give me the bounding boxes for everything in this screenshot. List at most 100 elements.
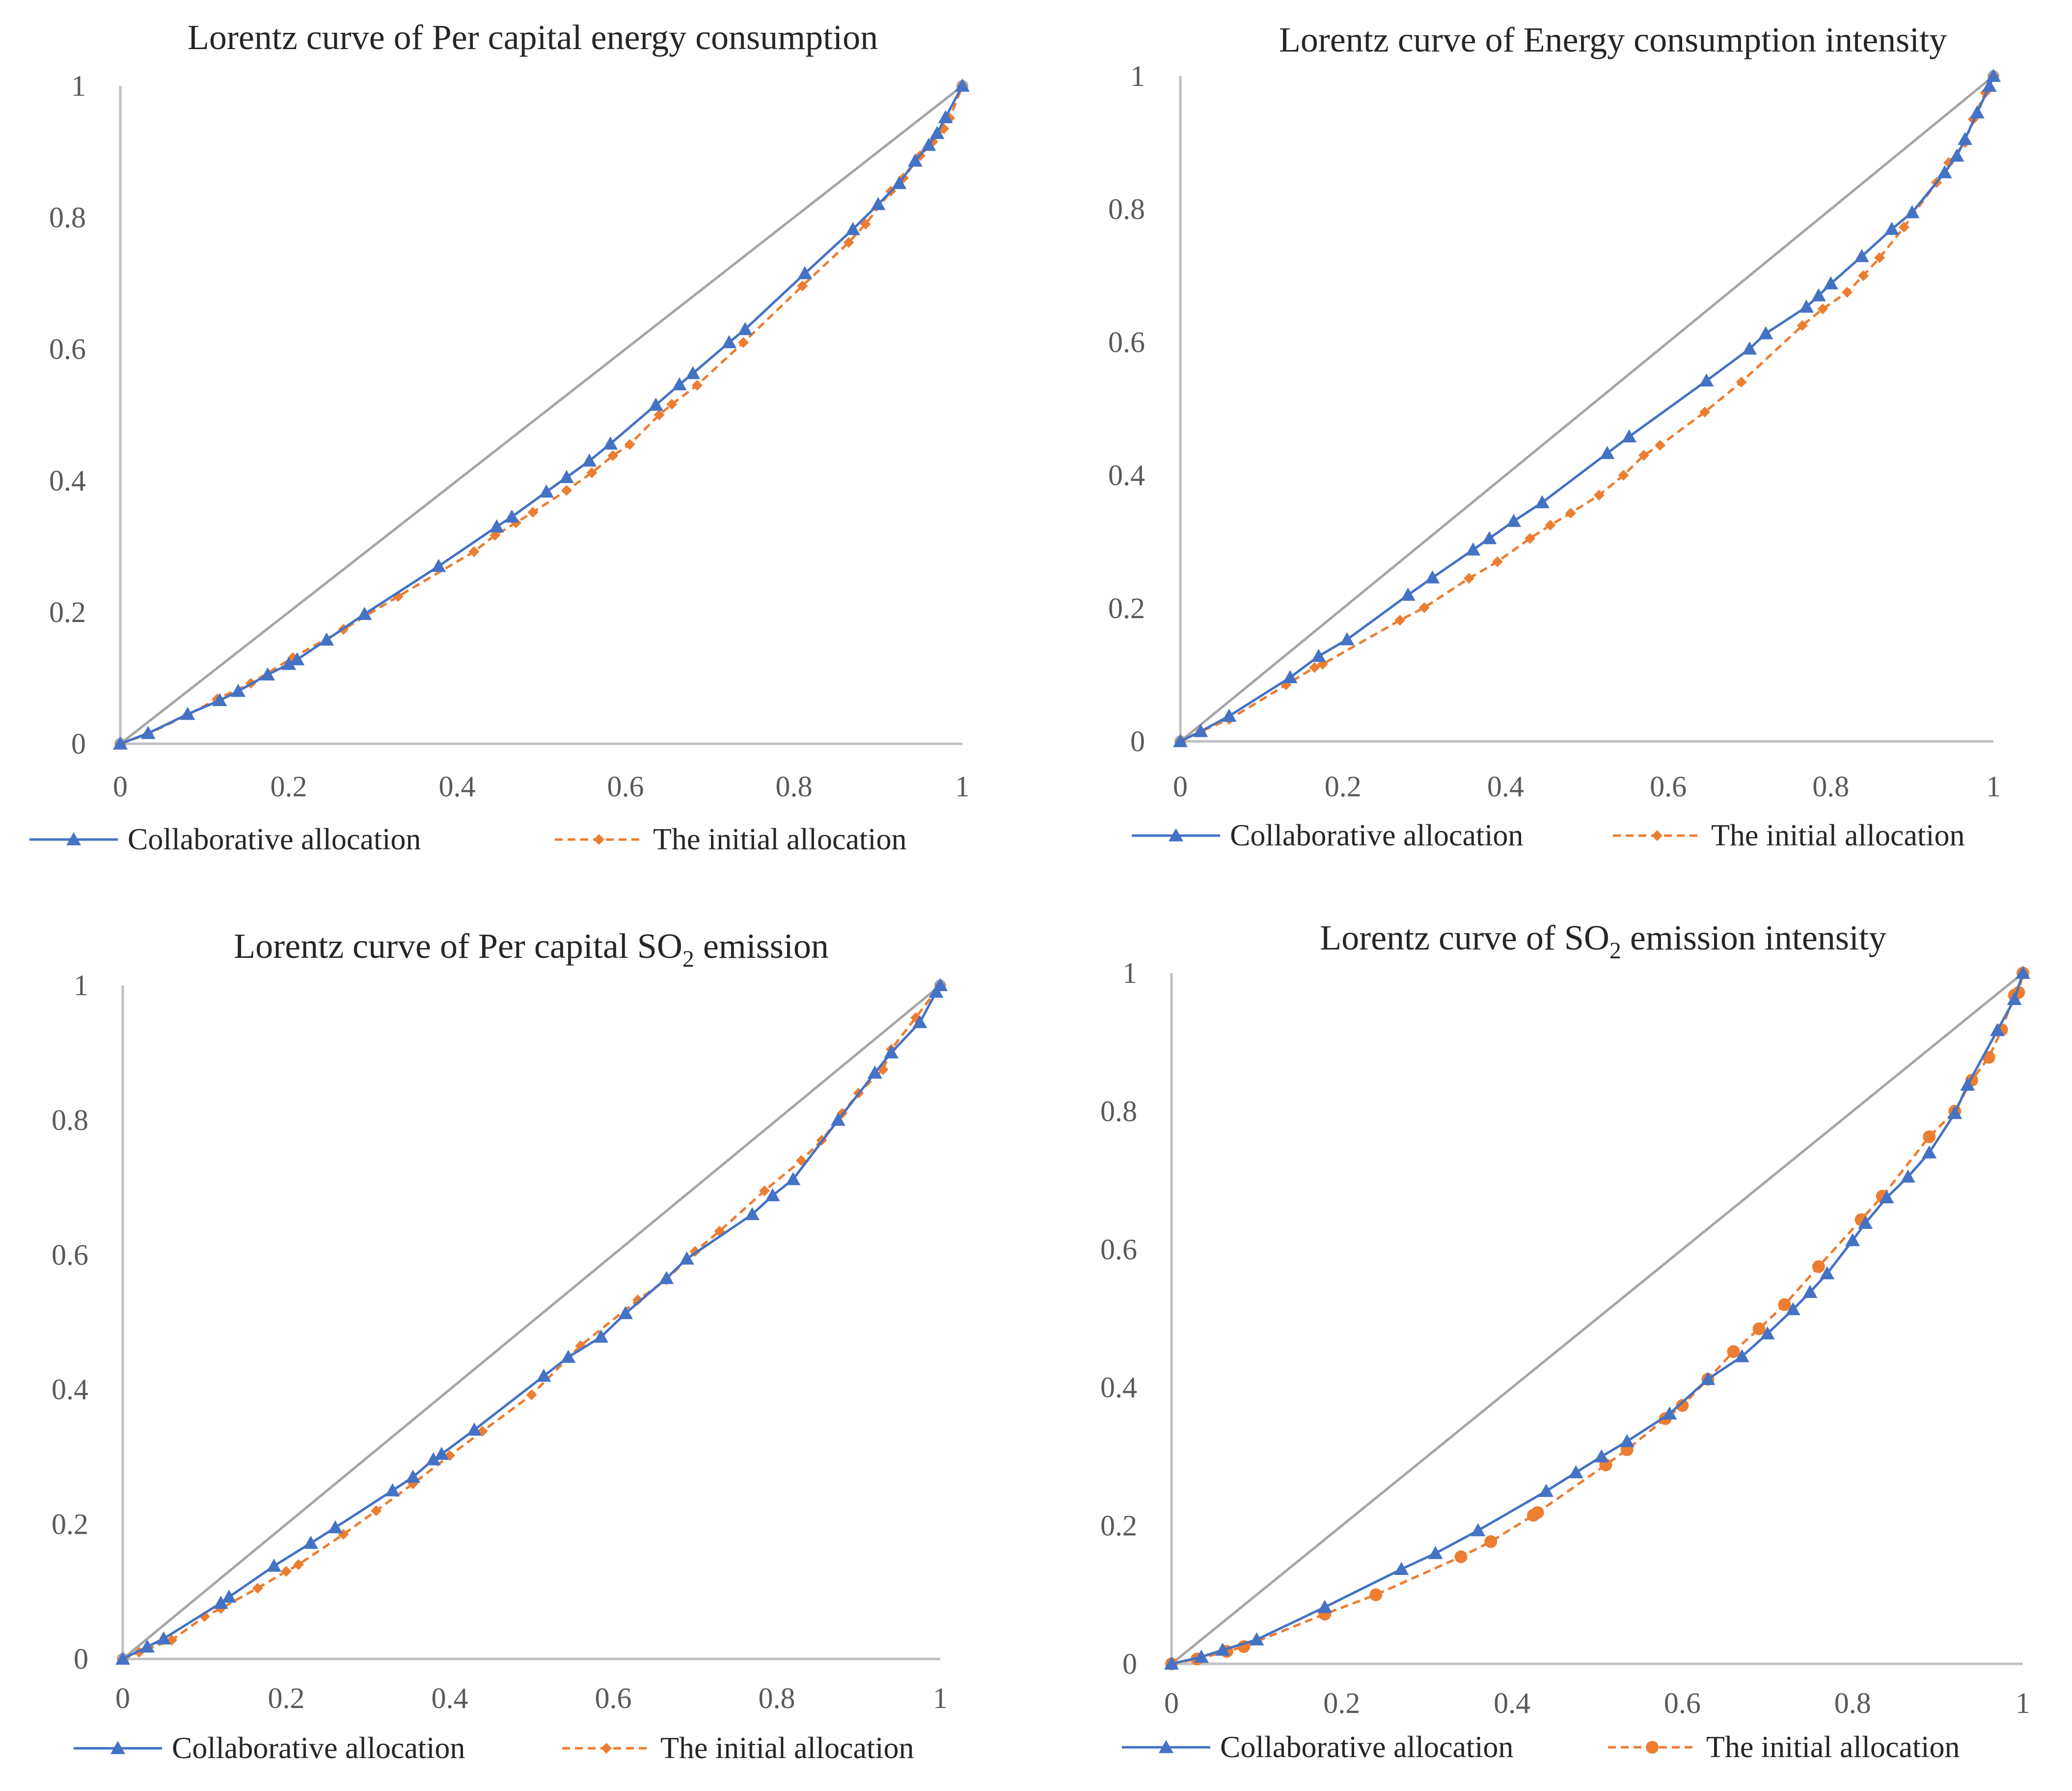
data-point-collaborative [1425, 570, 1440, 584]
data-point-initial [1545, 519, 1556, 531]
data-point-initial [607, 450, 619, 461]
data-point-collaborative [1785, 1302, 1800, 1315]
data-point-collaborative [867, 1065, 882, 1079]
data-point-collaborative [260, 667, 275, 680]
data-point-initial [1923, 1130, 1936, 1143]
data-point-collaborative [1193, 724, 1208, 737]
data-point-initial [843, 237, 854, 248]
data-point-collaborative [1958, 132, 1973, 145]
x-tick-label: 0.4 [432, 1682, 468, 1714]
data-point-collaborative [1700, 1372, 1716, 1385]
legend-marker-collaborative [66, 832, 81, 845]
data-point-initial [586, 467, 598, 478]
x-tick-label: 0.4 [439, 770, 476, 803]
data-point-collaborative [1986, 69, 2001, 82]
legend-label-collaborative: Collaborative allocation [128, 823, 421, 856]
x-tick-label: 1 [955, 770, 970, 803]
chart-title: Lorentz curve of Per capital energy cons… [188, 18, 878, 57]
data-point-collaborative [1742, 341, 1757, 355]
data-point-initial [1638, 450, 1649, 461]
x-tick-label: 0.6 [607, 770, 644, 803]
data-point-collaborative [426, 1452, 441, 1465]
data-point-collaborative [1594, 1449, 1609, 1463]
data-point-initial [1593, 489, 1605, 501]
data-point-collaborative [1428, 1546, 1443, 1559]
data-point-collaborative [679, 1251, 694, 1265]
data-point-collaborative [1662, 1406, 1677, 1420]
data-point-collaborative [536, 1368, 551, 1382]
y-tick-label: 0 [71, 728, 86, 760]
chart-title-main: Lorentz curve of Per capital energy cons… [188, 18, 878, 57]
legend-marker-collaborative [110, 1741, 125, 1754]
data-point-initial [759, 1185, 770, 1196]
data-point-initial [1463, 573, 1474, 584]
y-tick-label: 0 [74, 1643, 88, 1675]
x-tick-label: 0.4 [1487, 770, 1524, 803]
y-tick-label: 0.6 [52, 1239, 88, 1271]
chart-title: Lorentz curve of Per capital SO2 emissio… [234, 926, 829, 972]
y-tick-label: 0.2 [52, 1508, 88, 1541]
x-tick-label: 0.6 [1650, 770, 1687, 803]
legend-label-initial: The initial allocation [1711, 819, 1965, 852]
data-point-initial [1418, 602, 1430, 613]
data-point-collaborative [582, 453, 597, 467]
data-point-collaborative [1339, 632, 1355, 646]
y-tick-label: 0.2 [1100, 1510, 1137, 1542]
legend-label-initial: The initial allocation [653, 823, 907, 856]
data-point-collaborative [1222, 708, 1237, 722]
data-point-initial [293, 1559, 304, 1570]
data-point-collaborative [618, 1306, 633, 1319]
chart-panel-energy-per-capita: Lorentz curve of Per capital energy cons… [0, 0, 1036, 896]
legend-marker-initial [601, 1743, 612, 1754]
data-point-collaborative [1760, 1326, 1775, 1340]
y-tick-label: 0.6 [1108, 326, 1145, 358]
legend-marker-initial [1646, 1741, 1659, 1754]
x-tick-label: 0.8 [776, 770, 813, 803]
chart-title-tail: emission intensity [1621, 918, 1886, 957]
data-point-collaborative [267, 1558, 282, 1572]
data-point-collaborative [1215, 1642, 1230, 1656]
data-point-initial [691, 380, 703, 391]
data-point-collaborative [1854, 249, 1869, 262]
data-point-collaborative [672, 377, 687, 391]
data-point-initial [1812, 1260, 1825, 1273]
data-point-initial [624, 439, 635, 450]
data-point-collaborative [1802, 1285, 1818, 1298]
x-tick-label: 1 [933, 1682, 948, 1714]
data-point-initial [1778, 1298, 1791, 1311]
y-tick-label: 1 [71, 70, 86, 102]
data-point-collaborative [1471, 1523, 1486, 1537]
data-point-initial [1727, 1345, 1740, 1358]
data-point-collaborative [1811, 288, 1826, 301]
data-point-initial [1525, 533, 1536, 544]
chart-title-main: Lorentz curve of SO [1320, 918, 1609, 957]
x-tick-label: 0 [1173, 770, 1188, 803]
chart-title: Lorentz curve of SO2 emission intensity [1320, 918, 1886, 964]
data-point-collaborative [955, 79, 970, 92]
data-point-collaborative [1482, 531, 1497, 544]
equality-line [1179, 75, 1994, 742]
data-point-collaborative [1823, 276, 1838, 290]
chart-title-subscript: 2 [682, 946, 694, 972]
data-point-initial [666, 399, 678, 410]
data-point-collaborative [115, 1652, 130, 1665]
data-point-collaborative [1937, 165, 1952, 179]
data-point-initial [1618, 470, 1629, 481]
data-point-collaborative [2007, 992, 2022, 1005]
data-point-initial [1454, 1550, 1468, 1563]
data-point-collaborative [786, 1172, 801, 1185]
data-point-collaborative [357, 607, 372, 620]
data-point-collaborative [1619, 1434, 1635, 1447]
x-tick-label: 1 [2016, 1687, 2030, 1719]
data-point-collaborative [1884, 221, 1899, 235]
data-point-initial [1699, 407, 1711, 418]
data-point-collaborative [1947, 1106, 1963, 1119]
data-point-collaborative [921, 137, 936, 151]
chart-svg: Lorentz curve of Energy consumption inte… [1108, 20, 2001, 852]
data-point-collaborative [933, 978, 948, 991]
x-tick-label: 0 [115, 1682, 130, 1714]
legend-label-initial: The initial allocation [1706, 1731, 1960, 1764]
y-tick-label: 1 [1122, 957, 1137, 989]
data-point-collaborative [1969, 105, 1985, 119]
data-point-initial [1841, 287, 1853, 298]
